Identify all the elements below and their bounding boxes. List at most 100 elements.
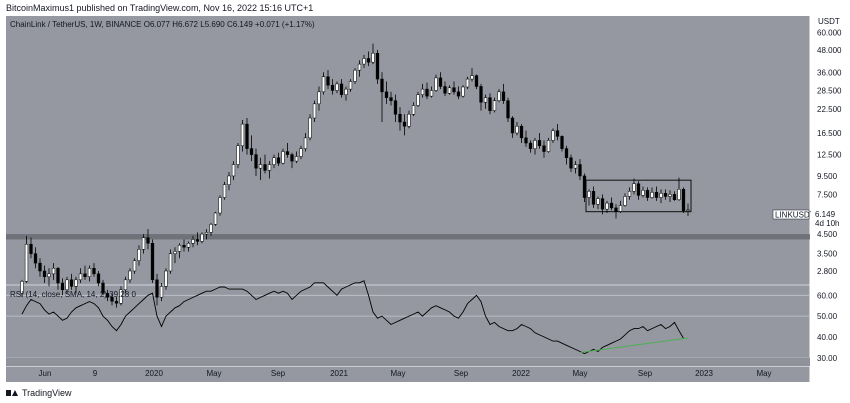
candle-body (645, 190, 650, 198)
candle-body (42, 270, 47, 278)
candle-body (353, 69, 357, 82)
legend-close: 6.149 (233, 20, 254, 29)
candle (312, 100, 317, 123)
candle-body (663, 193, 668, 197)
candle (209, 222, 213, 236)
candle-body (173, 251, 177, 254)
rsi-extra: 0 (131, 290, 136, 299)
time-tick-label: Sep (271, 369, 286, 378)
candle-body (555, 130, 560, 137)
rsi-tick-label: 60.00 (817, 291, 838, 300)
range-box (585, 179, 692, 213)
candle (204, 229, 209, 240)
candle (137, 245, 141, 266)
footer-brand: TradingView (22, 388, 72, 398)
candle (339, 79, 344, 98)
candle (92, 263, 96, 277)
candle-body (114, 300, 119, 304)
candle-body (623, 196, 627, 206)
candle-body (137, 249, 141, 261)
legend: ChainLink / TetherUS, 1W, BINANCE O6.077… (10, 20, 315, 29)
candle (348, 79, 353, 92)
candle (299, 145, 303, 160)
legend-symbol: ChainLink / TetherUS, 1W, BINANCE (10, 20, 141, 29)
candle-body (425, 88, 429, 97)
candle-body (465, 78, 470, 88)
candle-body (578, 164, 582, 177)
candle (272, 154, 276, 169)
candle-body (456, 91, 461, 97)
candle-body (240, 123, 245, 147)
candle (330, 79, 335, 95)
price-tick-label: 9.500 (817, 172, 838, 181)
candle (483, 94, 488, 109)
candle-body (497, 91, 501, 101)
candle (114, 297, 119, 308)
candle (650, 187, 654, 199)
candle-body (407, 113, 411, 127)
candle (344, 86, 348, 101)
candle-body (150, 243, 155, 281)
candle (51, 263, 56, 280)
candle (159, 283, 164, 302)
candle (402, 114, 407, 136)
candle-body (74, 279, 78, 287)
candle (132, 258, 137, 274)
time-tick-label: 2020 (145, 369, 163, 378)
candle-body (227, 175, 231, 185)
candle (182, 239, 186, 252)
candle (69, 273, 74, 290)
candle (605, 200, 609, 214)
candle-body (524, 137, 528, 144)
candle (641, 186, 645, 198)
candle (231, 161, 236, 181)
candle-body (317, 91, 321, 105)
candle-body (677, 189, 681, 200)
candle-body (627, 191, 632, 197)
candle (587, 189, 591, 206)
candle-body (659, 193, 663, 198)
svg-text:RSI (14, close, SMA, 14, 2) 39: RSI (14, close, SMA, 14, 2) 39.28 0 (10, 290, 136, 299)
rsi-tick-label: 50.00 (817, 312, 838, 321)
candle (222, 181, 227, 200)
candle-body (609, 202, 614, 209)
candle (632, 178, 636, 195)
last-price-value: 6.149 (815, 210, 836, 219)
candle (105, 289, 110, 302)
candle (654, 186, 659, 201)
candle (429, 86, 434, 98)
candle-body (371, 52, 375, 63)
candle-body (326, 76, 330, 86)
rsi-legend: RSI (14, close, SMA, 14, 2) 39.28 0 (10, 290, 136, 299)
candle-body (398, 113, 402, 123)
candle-body (681, 189, 686, 211)
candle (398, 107, 402, 131)
legend-low: 5.690 (205, 20, 226, 29)
candle-body (452, 87, 456, 93)
candle-body (110, 296, 114, 302)
candle-body (618, 205, 623, 212)
candle-body (569, 157, 573, 169)
candle-body (519, 125, 524, 139)
candle-body (96, 273, 101, 284)
candle (200, 232, 204, 244)
time-tick-label: 2023 (695, 369, 713, 378)
candle-body (402, 121, 407, 127)
candle-body (393, 100, 398, 115)
candle (546, 137, 551, 153)
candle-body (299, 148, 303, 157)
candle-body (141, 237, 146, 250)
candle (600, 194, 605, 215)
currency-label: USDT (818, 17, 840, 26)
candle (47, 268, 51, 287)
candle-body (348, 81, 353, 90)
candle (497, 89, 501, 103)
legend-open: 6.077 (150, 20, 171, 29)
candle (470, 68, 474, 82)
candle-body (443, 86, 447, 94)
candle-body (362, 58, 366, 65)
candle-body (438, 77, 443, 87)
candle-body (308, 117, 312, 139)
candle (677, 177, 681, 201)
